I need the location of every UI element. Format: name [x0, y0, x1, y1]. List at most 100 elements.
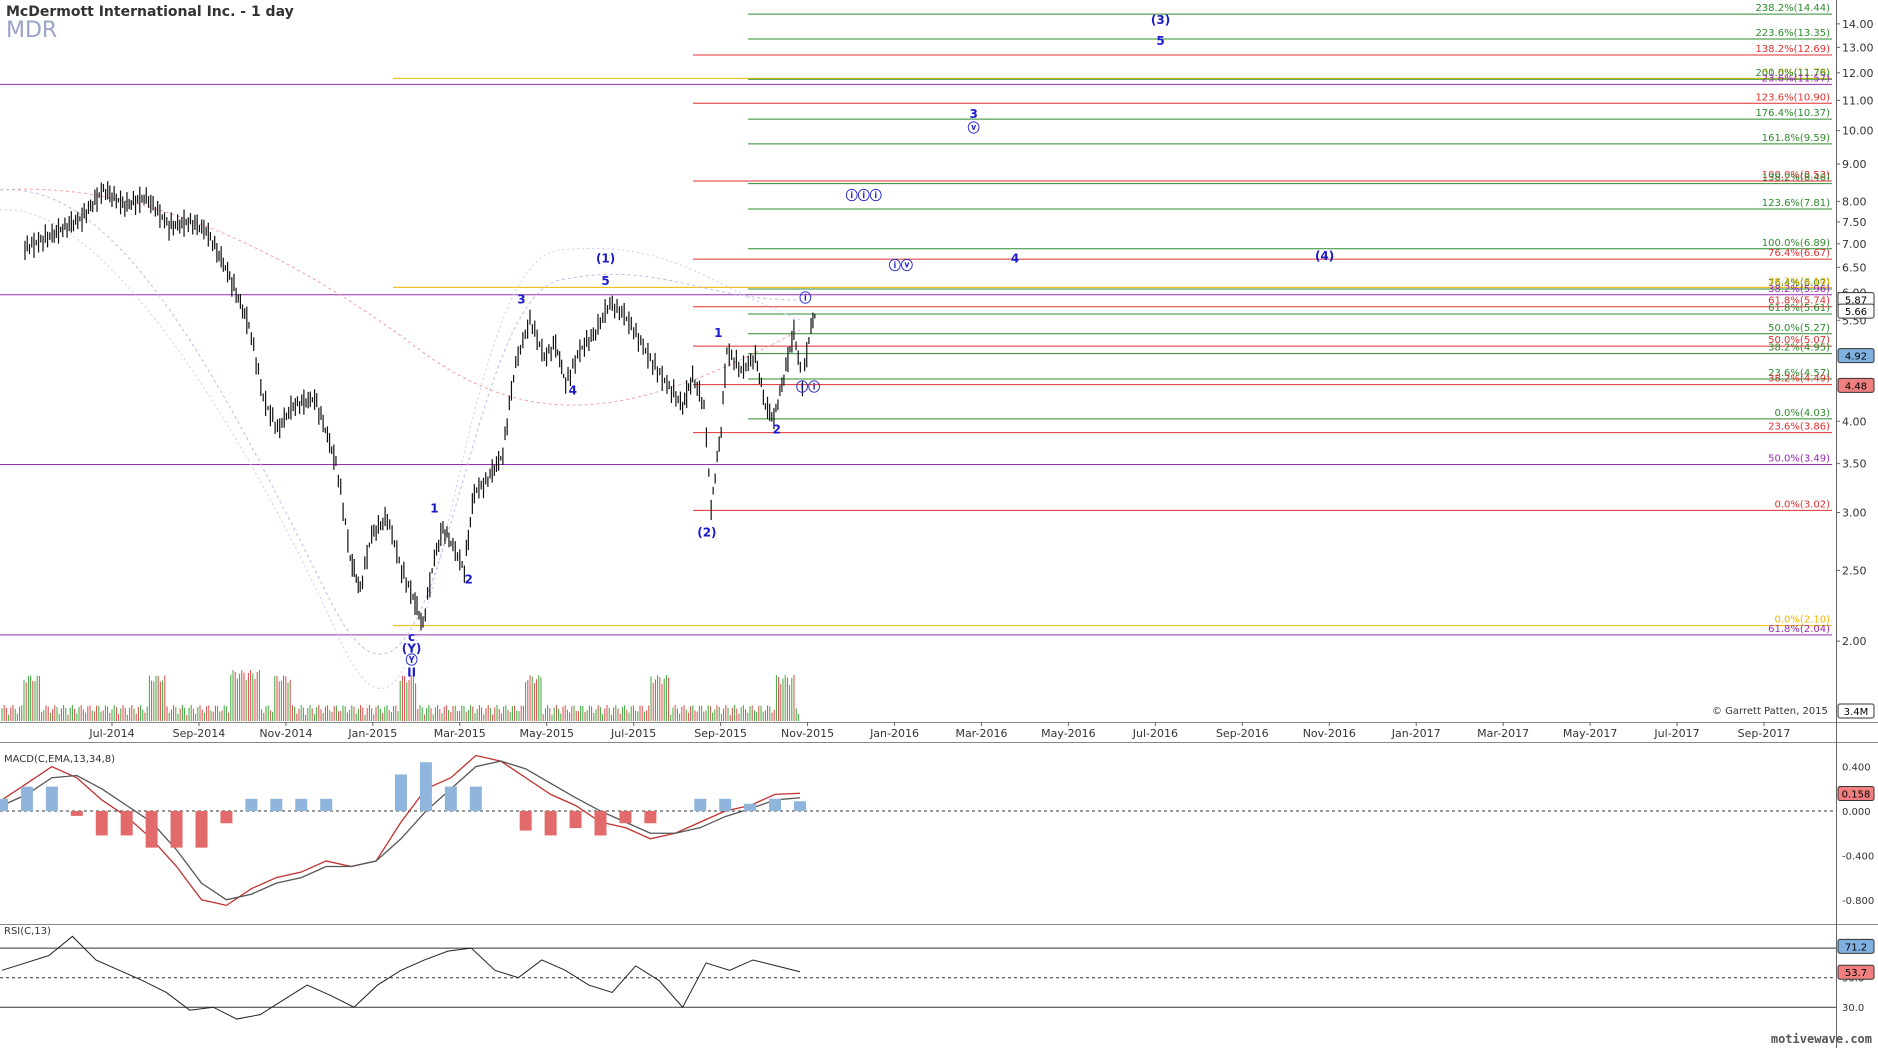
- fib-level-label: 50.0%(5.07): [1768, 335, 1830, 346]
- y-tick-label: 12.00: [1842, 67, 1874, 80]
- macd-histogram-bar: [245, 798, 258, 812]
- macd-series-line: [1, 760, 801, 901]
- wave-label: 4: [569, 384, 577, 398]
- pane-divider: [0, 722, 1878, 723]
- wave-label: II: [407, 665, 416, 679]
- x-tick-label: Jan-2015: [347, 727, 397, 740]
- fib-level-label: 38.2%(5.96): [1768, 284, 1830, 295]
- wave-label: 4: [1011, 251, 1019, 265]
- macd-histogram-bar: [20, 786, 33, 812]
- wave-label: 1: [430, 502, 438, 516]
- x-tick-label: Nov-2014: [259, 727, 312, 740]
- y-tick-label: 3.50: [1842, 458, 1867, 471]
- axis-line: [1836, 0, 1837, 1048]
- x-tick-label: Sep-2015: [694, 727, 747, 740]
- pane-divider: [0, 742, 1878, 743]
- wave-label: 5: [601, 274, 609, 288]
- fib-level-label: 176.4%(10.37): [1755, 108, 1830, 119]
- copyright-credit: © Garrett Patten, 2015: [1712, 706, 1828, 717]
- fib-level-label: 61.8%(5.61): [1768, 303, 1830, 314]
- fib-level-label: 61.8%(5.74): [1768, 296, 1830, 307]
- macd-histogram-bar: [145, 811, 158, 848]
- macd-histogram-bar: [519, 811, 532, 831]
- macd-histogram-bar: [569, 811, 582, 829]
- price-badge: [1837, 377, 1875, 393]
- fib-level-label: 23.6%(4.57): [1768, 368, 1830, 379]
- macd-histogram-bar: [619, 811, 632, 824]
- moving-average-line: [0, 189, 801, 655]
- macd-histogram-bar: [744, 803, 757, 812]
- price-badge-label: 5.87: [1845, 296, 1867, 307]
- x-tick-label: Jul-2016: [1132, 727, 1178, 740]
- y-tick-label: 14.00: [1842, 18, 1874, 31]
- wave-label: ⓘⓘ: [796, 379, 820, 394]
- x-tick-label: Jul-2017: [1653, 727, 1699, 740]
- macd-histogram-bar: [220, 811, 233, 824]
- x-tick-label: Jan-2017: [1391, 727, 1441, 740]
- macd-histogram-bar: [95, 811, 108, 836]
- macd-histogram-bar: [70, 811, 83, 816]
- price-badge-label: 4.92: [1845, 352, 1867, 363]
- y-tick-label: 7.50: [1842, 216, 1867, 229]
- x-tick-label: Mar-2017: [1477, 727, 1529, 740]
- rsi-badge: [1837, 938, 1875, 954]
- y-tick-label: 6.50: [1842, 261, 1867, 274]
- fib-level-label: 123.6%(7.81): [1762, 198, 1830, 209]
- wave-label: 3: [517, 292, 525, 306]
- wave-label: Ⓨ: [406, 652, 418, 667]
- wave-label: 1: [714, 326, 722, 340]
- brand-watermark: motivewave.com: [1770, 1032, 1872, 1046]
- fib-level-label: 100.0%(6.89): [1762, 238, 1830, 249]
- macd-badge-label: 0.158: [1842, 789, 1871, 800]
- wave-label: 3: [969, 107, 977, 121]
- y-tick-label: 0.400: [1842, 763, 1871, 774]
- rsi-badge-label: 71.2: [1845, 942, 1867, 953]
- price-badge: [1837, 303, 1875, 319]
- fib-level-label: 38.2%(6.10): [1768, 276, 1830, 287]
- fib-level-label: 76.4%(6.67): [1768, 248, 1830, 259]
- fib-level-label: 161.8%(9.59): [1762, 133, 1830, 144]
- y-tick-label: 30.0: [1842, 1003, 1864, 1014]
- y-tick-label: 3.00: [1842, 507, 1867, 520]
- y-tick-label: 4.00: [1842, 415, 1867, 428]
- wave-label: (4): [1315, 249, 1334, 263]
- x-tick-label: Sep-2017: [1738, 727, 1791, 740]
- macd-histogram-bar: [320, 798, 333, 812]
- wave-label: 2: [464, 572, 472, 586]
- macd-histogram-bar: [419, 762, 432, 812]
- wave-label: ⓥ: [968, 120, 980, 135]
- macd-label: MACD(C,EMA,13,34,8): [4, 754, 116, 765]
- fib-level-label: 23.6%(11.57): [1762, 73, 1830, 84]
- rsi-label: RSI(C,13): [4, 926, 51, 937]
- fib-level-label: 38.2%(4.49): [1768, 374, 1830, 385]
- y-tick-label: 8.00: [1842, 195, 1867, 208]
- wave-label: 2: [773, 422, 781, 436]
- price-badge: [1837, 348, 1875, 364]
- wave-label: (1): [596, 251, 615, 265]
- wave-label: (2): [697, 526, 716, 540]
- macd-histogram-bar: [120, 811, 133, 836]
- macd-histogram-bar: [719, 798, 732, 812]
- price-badge: [1837, 703, 1875, 719]
- x-tick-label: Sep-2016: [1216, 727, 1269, 740]
- y-tick-label: 11.00: [1842, 94, 1874, 107]
- fib-level-label: 123.6%(10.90): [1755, 92, 1830, 103]
- fib-level-label: 38.2%(4.95): [1768, 343, 1830, 354]
- wave-label: (3): [1151, 13, 1170, 27]
- fib-level-label: 138.2%(8.46): [1762, 173, 1830, 184]
- rsi-badge-label: 53.7: [1845, 968, 1867, 979]
- fib-level-label: 61.8%(11.79): [1762, 67, 1830, 78]
- wave-label: (Y): [402, 641, 422, 655]
- fib-level-label: 50.0%(5.27): [1768, 323, 1830, 334]
- macd-histogram-bar: [694, 798, 707, 812]
- macd-series-line: [1, 754, 801, 907]
- x-tick-label: Nov-2016: [1303, 727, 1356, 740]
- macd-badge: [1837, 785, 1875, 801]
- rsi-series-line: [1, 935, 801, 1020]
- macd-histogram-bar: [295, 798, 308, 812]
- x-tick-label: Nov-2015: [781, 727, 834, 740]
- fib-level-label: 23.6%(3.86): [1768, 422, 1830, 433]
- x-tick-label: Jul-2015: [610, 727, 656, 740]
- x-tick-label: Jul-2014: [88, 727, 134, 740]
- fib-level-label: 0.0%(4.03): [1775, 408, 1831, 419]
